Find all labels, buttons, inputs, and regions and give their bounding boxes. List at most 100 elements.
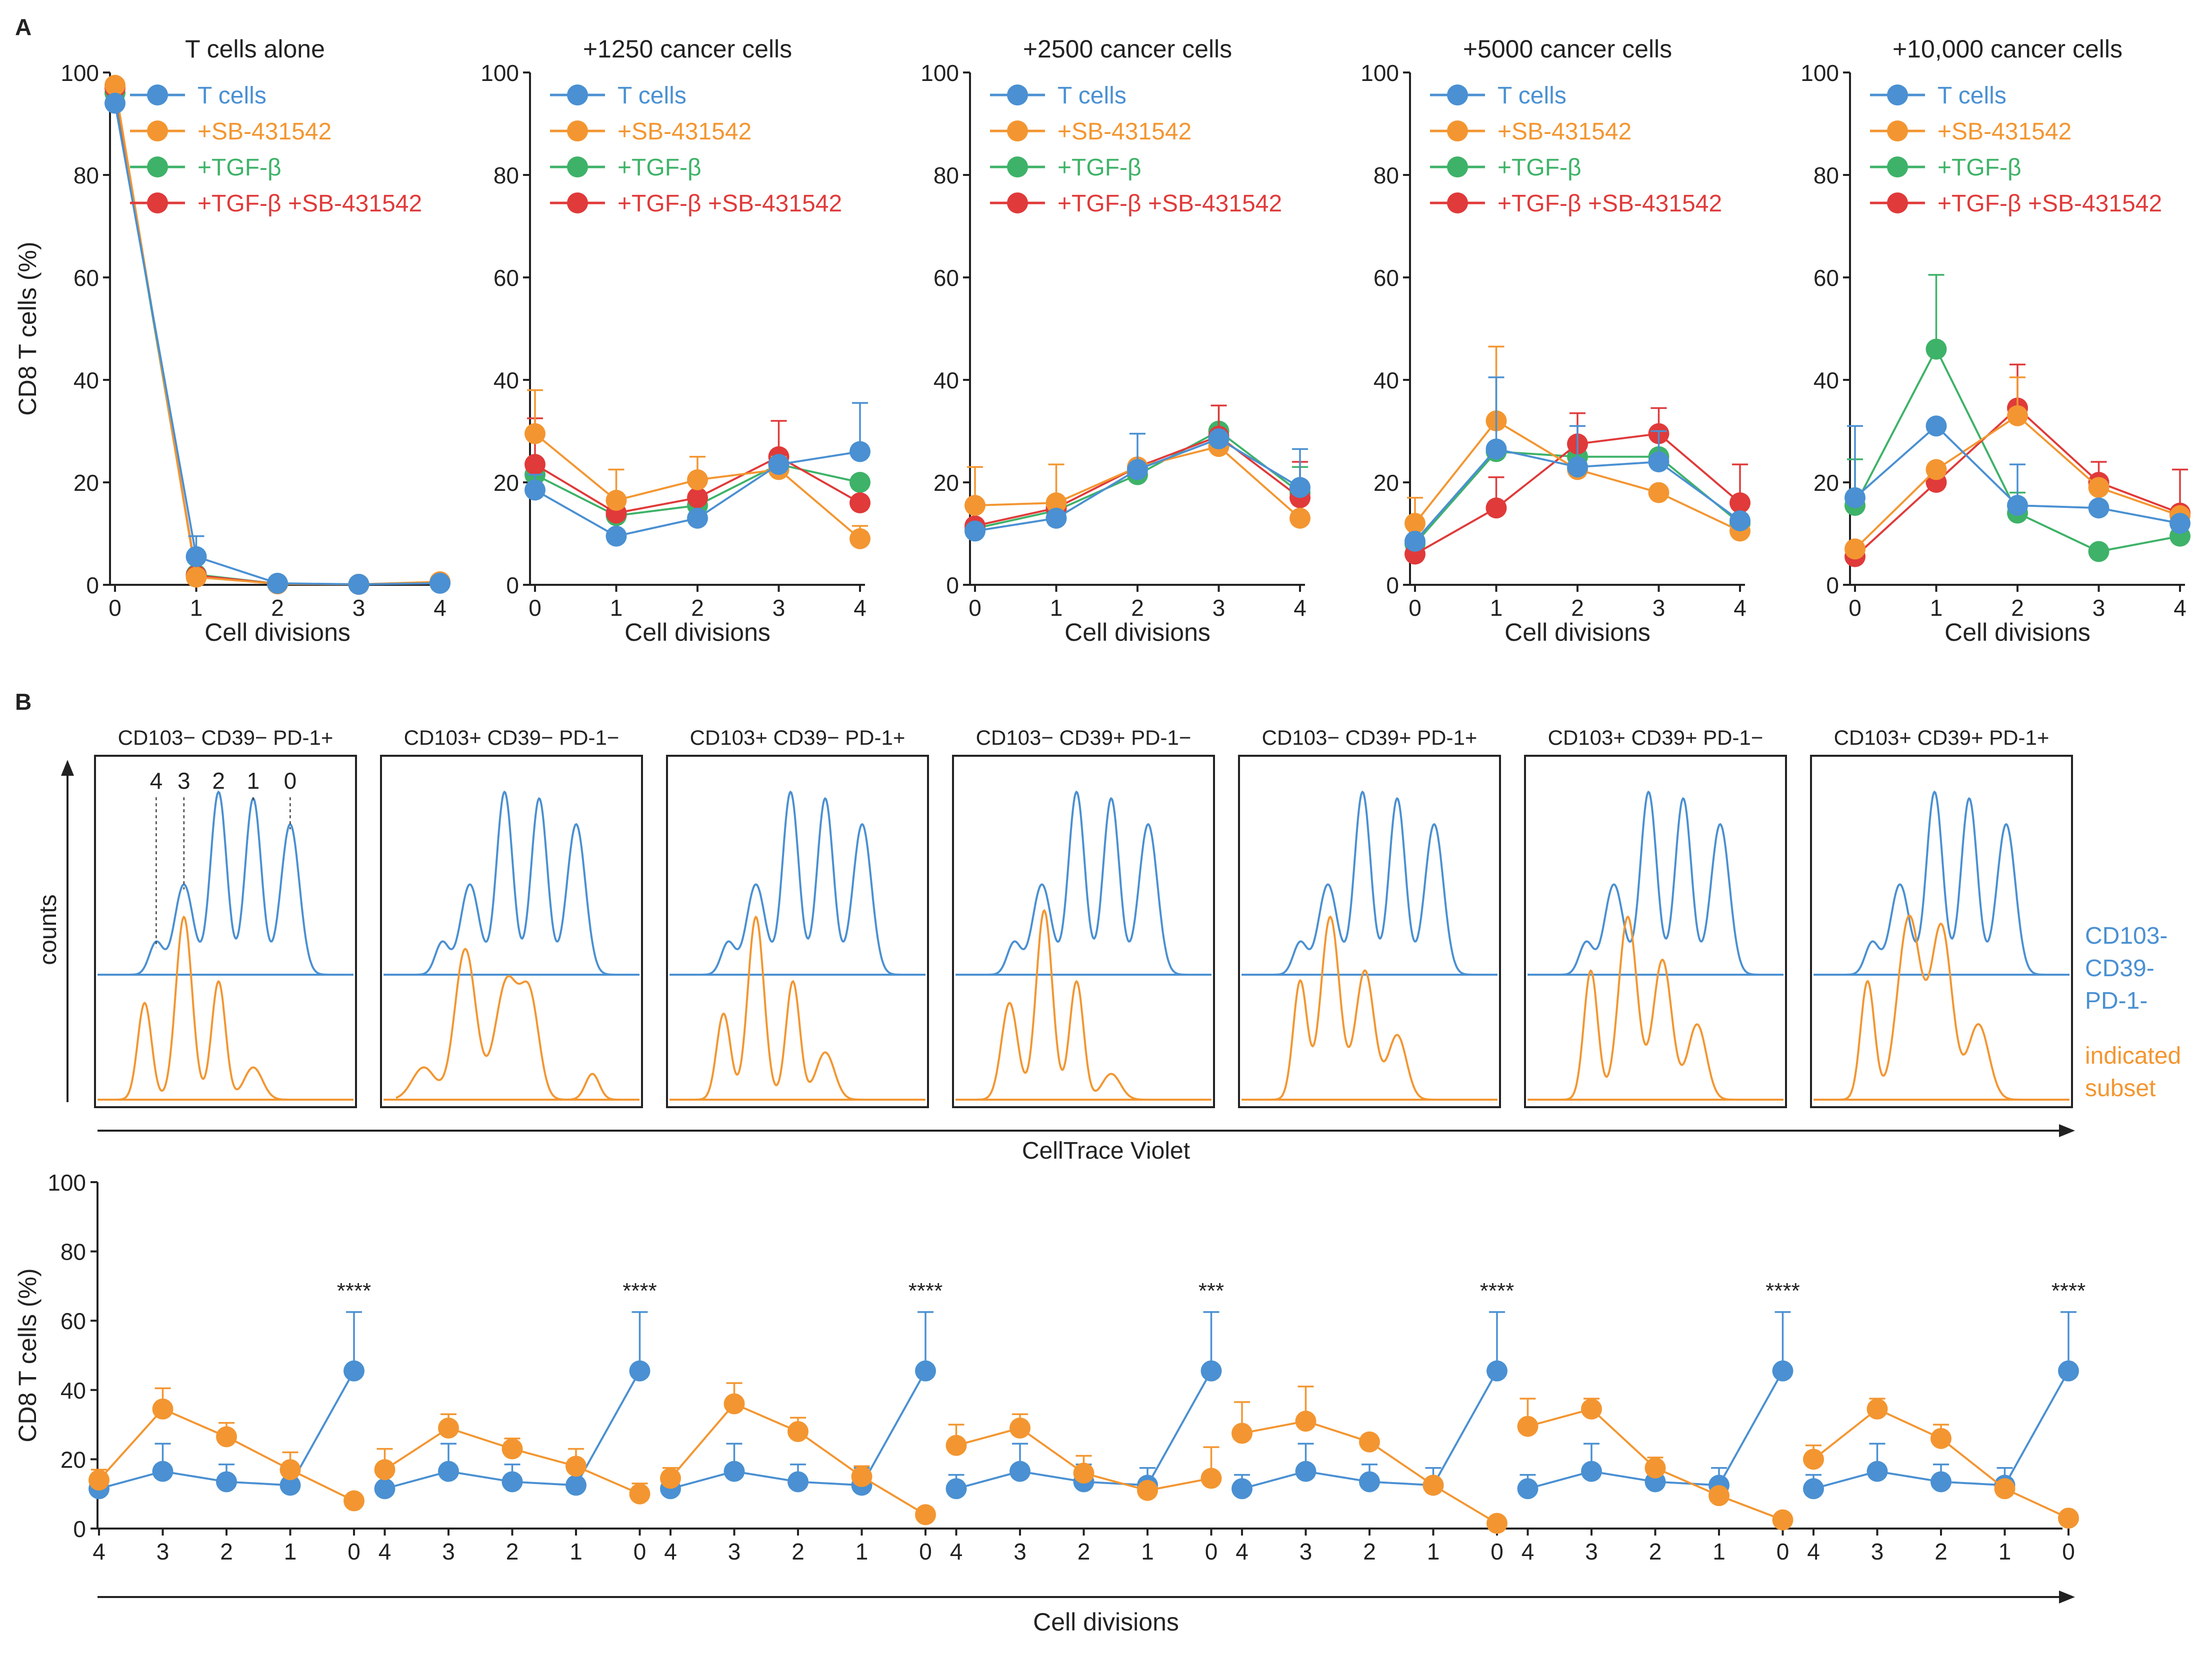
division-peak-label: 1 [247,768,260,794]
orange-histogram [1254,915,1485,1101]
chart-title: +1250 cancer cells [583,35,792,63]
histogram-frame [94,755,357,1108]
x-tick-label: 0 [1490,1539,1504,1565]
x-tick-label: 2 [1571,595,1584,621]
x-tick-label: 3 [2092,595,2106,621]
y-tick-label: 40 [1814,367,1839,393]
data-point [788,1471,808,1493]
data-point [344,1490,364,1512]
legend-marker [567,192,588,213]
legend-label: +TGF-β +SB-431542 [1498,190,1722,217]
x-tick-label: 4 [434,595,446,621]
series-1 [104,92,450,595]
x-tick-label: 4 [378,1539,392,1565]
data-point [1359,1431,1380,1453]
legend-marker [147,84,168,105]
y-tick-label: 20 [1374,470,1399,496]
data-point [606,489,627,511]
data-point [724,1393,745,1415]
legend: T cells +SB-431542 +TGF-β +TGF-β +SB-431542 [130,82,422,217]
data-point [2007,405,2028,426]
data-point [374,1478,396,1500]
y-tick-label: 40 [60,1378,86,1404]
data-point [1232,1478,1252,1500]
x-axis-label: Cell divisions [1064,618,1210,646]
legend-marker [1447,120,1468,141]
reference-series [1232,1311,1508,1500]
y-tick-label: 100 [60,60,99,86]
data-point [1866,1398,1888,1420]
data-point [1232,1423,1252,1444]
chart-title: +10,000 cancer cells [1892,35,2122,63]
data-point [186,566,207,588]
orange-histogram [968,909,1199,1101]
data-point [788,1421,808,1442]
data-point [606,525,627,547]
x-tick-label: 1 [1141,1539,1154,1565]
legend-marker [1887,192,1908,213]
legend-marker [1007,84,1028,105]
y-tick-label: 0 [946,572,959,598]
legend-marker [1447,84,1468,105]
x-tick-label: 2 [2011,595,2024,621]
data-point [502,1471,523,1493]
histogram-frame [380,755,643,1108]
y-tick-label: 80 [934,162,959,188]
y-axis-label: CD8 T cells (%) [14,1268,42,1442]
y-tick-label: 20 [1814,470,1839,496]
subset-series [946,1413,1222,1501]
blue-histogram [682,790,913,976]
panel-b-label: B [15,689,32,715]
legend-label: +TGF-β +SB-431542 [618,190,842,217]
y-tick-label: 20 [494,470,519,496]
histogram-frame [1810,755,2073,1108]
data-point [152,1461,174,1482]
legend-label: +SB-431542 [1498,118,1632,145]
data-point [524,479,546,501]
data-point [629,1483,650,1505]
orange-histogram [396,948,627,1101]
data-point [964,520,986,542]
significance-label: **** [337,1279,372,1303]
panel-a-label: A [15,14,32,40]
x-tick-label: 0 [348,1539,360,1565]
y-tick-label: 80 [1814,162,1839,188]
data-point [1926,415,1947,437]
histogram-6: CD103+ CD39+ PD-1− [1524,726,1787,1108]
data-point [1359,1471,1380,1493]
legend-label: +SB-431542 [1938,118,2072,145]
x-tick-label: 3 [1871,1539,1884,1565]
data-point [915,1360,936,1382]
series-1 [964,428,1310,542]
x-tick-label: 3 [772,595,786,621]
subset-series [660,1382,936,1526]
celltrace-arrowhead [2059,1124,2075,1137]
data-point [1708,1485,1730,1507]
data-point [502,1438,523,1460]
data-point [344,1360,364,1382]
data-point [1803,1449,1824,1470]
reference-series [660,1311,936,1500]
data-point [1772,1509,1794,1531]
data-point [1486,1513,1508,1534]
x-tick-label: 2 [506,1539,519,1565]
data-point [687,507,708,529]
data-point [724,1461,745,1482]
line-chart-4: 0 20 40 60 80 100 0 1 2 3 4 Cell divisions +5000 can… [1360,35,1750,646]
y-tick-label: 60 [1814,265,1839,291]
x-tick-label: 4 [1236,1539,1248,1565]
data-point [88,1469,110,1491]
x-tick-label: 2 [271,595,284,621]
data-point [1290,507,1310,529]
legend-marker [147,156,168,177]
x-tick-label: 1 [1050,595,1063,621]
data-point [660,1468,681,1489]
legend-marker [147,192,168,213]
data-point [1486,497,1507,519]
legend-marker [567,120,588,141]
x-tick-label: 3 [1014,1539,1026,1565]
x-tick-label: 2 [220,1539,233,1565]
x-tick-label: 0 [919,1539,932,1565]
x-tick-label: 3 [156,1539,170,1565]
data-point [2170,513,2190,534]
